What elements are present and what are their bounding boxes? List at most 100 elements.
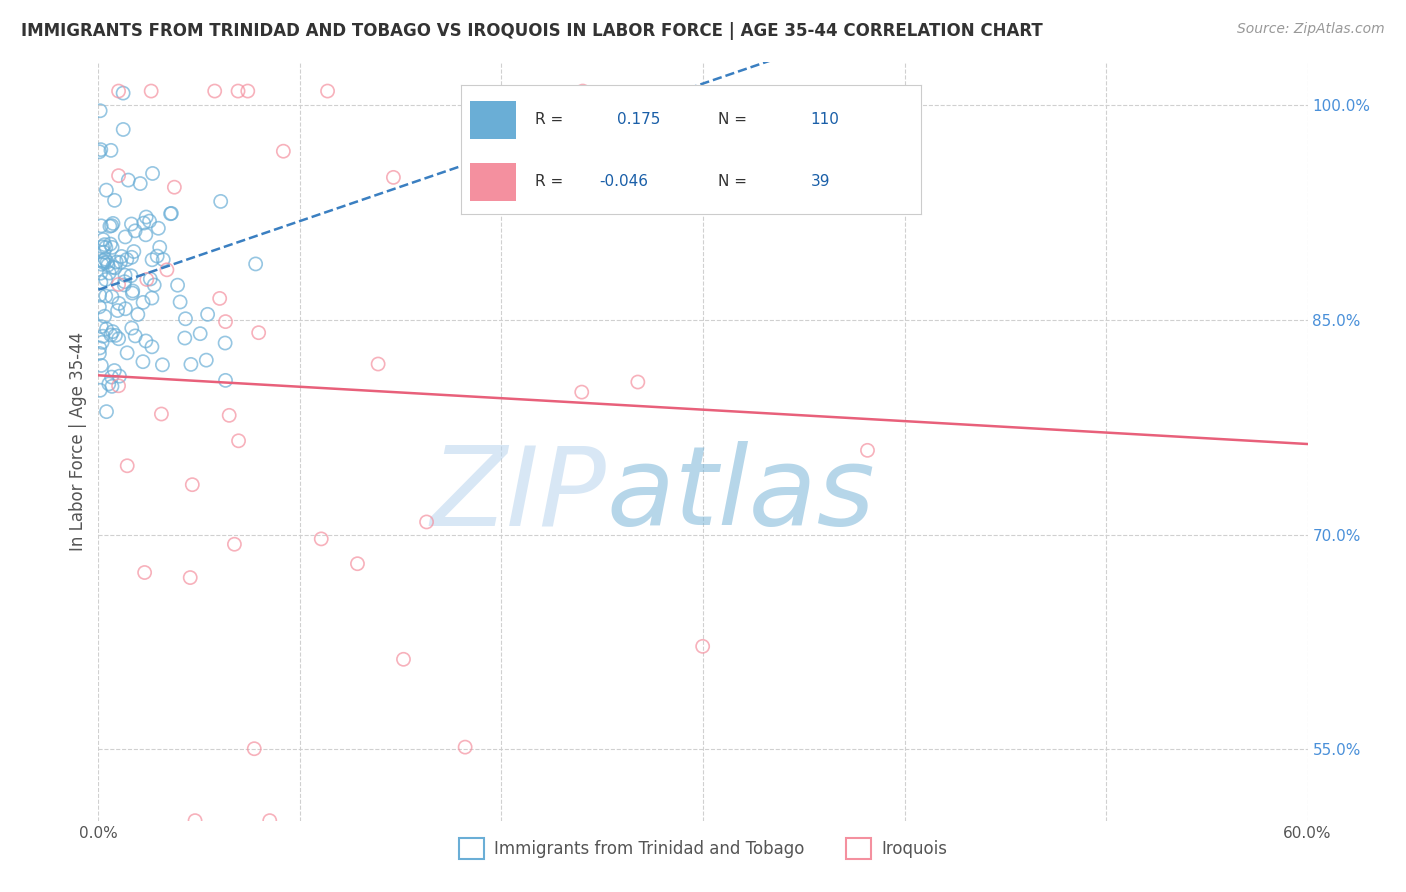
Point — [94, 289, 117, 303]
Point — [90, 219, 112, 233]
Point — [124, 224, 146, 238]
Point — [247, 326, 270, 340]
Point — [89, 300, 111, 314]
Point — [89, 346, 111, 360]
Point — [90, 257, 112, 271]
Point — [218, 409, 240, 423]
Point — [94, 240, 117, 254]
Text: Source: ZipAtlas.com: Source: ZipAtlas.com — [1237, 22, 1385, 37]
Point — [94, 252, 117, 267]
Point — [107, 378, 129, 392]
Point — [141, 84, 163, 98]
Point — [105, 255, 128, 269]
Point — [121, 284, 143, 298]
Point — [124, 329, 146, 343]
Text: atlas: atlas — [606, 442, 875, 548]
Point — [101, 325, 124, 339]
Point — [121, 286, 143, 301]
Point — [93, 237, 115, 252]
Point — [89, 288, 111, 302]
Point — [117, 173, 139, 187]
Point — [101, 290, 124, 304]
Point — [91, 240, 114, 254]
Point — [100, 144, 122, 158]
Point — [141, 340, 163, 354]
Point — [156, 262, 179, 277]
Point — [101, 216, 124, 230]
Point — [150, 407, 173, 421]
Point — [208, 292, 231, 306]
Point — [115, 252, 138, 267]
Point — [259, 814, 281, 828]
Legend: Immigrants from Trinidad and Tobago, Iroquois: Immigrants from Trinidad and Tobago, Iro… — [453, 831, 953, 865]
Point — [100, 328, 122, 343]
Point — [114, 301, 136, 316]
Point — [90, 275, 112, 289]
Point — [121, 321, 143, 335]
Point — [103, 194, 125, 208]
Point — [179, 571, 201, 585]
Point — [96, 404, 118, 418]
Point — [174, 311, 197, 326]
Point — [115, 458, 138, 473]
Point — [98, 266, 121, 280]
Point — [316, 84, 339, 98]
Point — [571, 84, 593, 98]
Point — [107, 169, 129, 183]
Point — [226, 84, 249, 98]
Point — [89, 103, 111, 118]
Point — [101, 260, 124, 275]
Point — [91, 253, 114, 268]
Point — [197, 307, 219, 321]
Point — [112, 122, 135, 136]
Point — [152, 252, 174, 267]
Point — [120, 268, 142, 283]
Point — [96, 255, 118, 269]
Point — [122, 244, 145, 259]
Point — [454, 740, 477, 755]
Point — [243, 741, 266, 756]
Point — [346, 557, 368, 571]
Point — [100, 370, 122, 384]
Point — [214, 336, 236, 351]
Point — [101, 379, 124, 393]
Point — [121, 217, 143, 231]
Point — [135, 227, 157, 242]
Point — [112, 277, 135, 292]
Point — [141, 252, 163, 267]
Point — [166, 278, 188, 293]
Point — [132, 354, 155, 368]
Point — [415, 515, 437, 529]
Point — [132, 295, 155, 310]
Point — [89, 384, 111, 398]
Point — [134, 566, 156, 580]
Point — [135, 334, 157, 348]
Point — [93, 310, 115, 324]
Point — [104, 328, 127, 343]
Point — [209, 194, 232, 209]
Point — [89, 145, 111, 159]
Point — [107, 332, 129, 346]
Point — [110, 255, 132, 269]
Point — [181, 477, 204, 491]
Point — [112, 86, 135, 100]
Point — [101, 240, 124, 254]
Point — [143, 278, 166, 293]
Point — [114, 268, 136, 282]
Point — [392, 652, 415, 666]
Point — [169, 295, 191, 310]
Point — [214, 315, 236, 329]
Point — [173, 331, 195, 345]
Point — [100, 237, 122, 252]
Point — [141, 291, 163, 305]
Point — [132, 216, 155, 230]
Point — [129, 177, 152, 191]
Point — [91, 329, 114, 343]
Point — [204, 84, 226, 98]
Point — [127, 308, 149, 322]
Point — [94, 272, 117, 286]
Point — [114, 275, 136, 289]
Point — [97, 376, 120, 391]
Point — [89, 341, 111, 355]
Point — [146, 249, 169, 263]
